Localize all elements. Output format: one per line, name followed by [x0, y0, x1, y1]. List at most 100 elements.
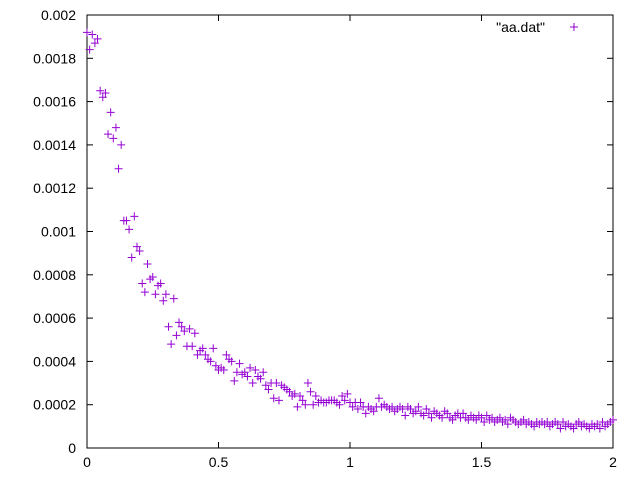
- data-point-86: [309, 400, 318, 409]
- data-point-16: [125, 225, 134, 234]
- y-tick-label-6: 0.0012: [33, 180, 76, 196]
- data-point-60: [240, 368, 249, 377]
- data-point-97: [338, 392, 347, 401]
- data-point-15: [122, 216, 131, 225]
- data-point-181: [559, 418, 568, 427]
- data-point-73: [274, 396, 283, 405]
- data-point-103: [353, 405, 362, 414]
- data-point-7: [101, 88, 110, 97]
- data-point-126: [414, 402, 423, 411]
- data-point-123: [406, 405, 415, 414]
- data-point-116: [388, 402, 397, 411]
- data-point-36: [177, 322, 186, 331]
- data-point-19: [132, 242, 141, 251]
- data-point-69: [264, 385, 273, 394]
- data-point-4: [93, 34, 102, 43]
- data-point-66: [256, 374, 265, 383]
- data-point-150: [477, 413, 486, 422]
- data-point-3: [90, 39, 99, 48]
- data-point-64: [251, 366, 260, 375]
- data-point-55: [227, 357, 236, 366]
- y-tick-label-7: 0.0014: [33, 137, 76, 153]
- data-point-23: [143, 259, 152, 268]
- data-point-84: [303, 379, 312, 388]
- data-point-18: [130, 212, 139, 221]
- data-point-157: [495, 413, 504, 422]
- data-point-187: [574, 418, 583, 427]
- data-point-82: [298, 396, 307, 405]
- data-point-44: [198, 344, 207, 353]
- data-point-57: [232, 368, 241, 377]
- data-point-56: [230, 376, 239, 385]
- data-point-37: [180, 327, 189, 336]
- data-point-32: [167, 340, 176, 349]
- data-point-151: [480, 418, 489, 427]
- data-point-166: [519, 415, 528, 424]
- data-point-62: [246, 363, 255, 372]
- data-point-154: [488, 413, 497, 422]
- data-point-200: [609, 415, 617, 424]
- y-tick-label-10: 0.002: [41, 7, 76, 23]
- data-point-48: [209, 344, 218, 353]
- y-tick-label-1: 0.0002: [33, 397, 76, 413]
- data-point-194: [593, 420, 602, 429]
- legend: "aa.dat": [496, 19, 578, 35]
- data-point-191: [585, 424, 594, 433]
- x-tick-label-1: 0.5: [209, 454, 229, 470]
- axis-tick-labels: 0 0.5 1 1.5 2 0 0.0002 0.0004 0.0006 0.0008 0.001 0…: [33, 7, 617, 470]
- data-point-67: [259, 368, 268, 377]
- y-tick-label-2: 0.0004: [33, 353, 76, 369]
- data-point-121: [401, 411, 410, 420]
- data-point-71: [269, 394, 278, 403]
- data-point-52: [219, 366, 228, 375]
- data-point-111: [374, 394, 383, 403]
- data-point-39: [185, 324, 194, 333]
- axis-ticks: [86, 14, 614, 449]
- data-point-72: [272, 379, 281, 388]
- data-point-129: [422, 405, 431, 414]
- data-point-83: [301, 400, 310, 409]
- data-point-104: [356, 398, 365, 407]
- x-tick-label-3: 1.5: [472, 454, 492, 470]
- data-point-87: [311, 392, 320, 401]
- data-point-96: [335, 400, 344, 409]
- data-point-26: [151, 290, 160, 299]
- y-tick-label-0: 0: [68, 440, 76, 456]
- data-point-41: [190, 329, 199, 338]
- data-point-196: [598, 418, 607, 427]
- data-point-42: [193, 350, 202, 359]
- data-point-34: [172, 331, 181, 340]
- data-point-130: [424, 409, 433, 418]
- data-points: [83, 28, 617, 433]
- data-point-47: [206, 357, 215, 366]
- data-point-128: [419, 411, 428, 420]
- data-point-21: [138, 279, 147, 288]
- data-point-80: [293, 402, 302, 411]
- data-point-109: [369, 407, 378, 416]
- legend-marker: [570, 23, 578, 31]
- data-point-8: [104, 130, 113, 139]
- data-point-99: [343, 389, 352, 398]
- data-point-135: [438, 413, 447, 422]
- data-point-25: [148, 272, 157, 281]
- data-point-31: [164, 322, 173, 331]
- data-point-125: [411, 407, 420, 416]
- data-point-53: [222, 350, 231, 359]
- data-point-81: [296, 392, 305, 401]
- data-point-5: [96, 86, 105, 95]
- data-point-77: [285, 387, 294, 396]
- data-point-0: [83, 28, 91, 37]
- x-tick-label-0: 0: [83, 454, 91, 470]
- y-tick-label-3: 0.0006: [33, 310, 76, 326]
- data-point-148: [472, 415, 481, 424]
- data-point-68: [261, 381, 270, 390]
- data-point-29: [159, 296, 168, 305]
- x-tick-label-4: 2: [609, 454, 617, 470]
- y-tick-label-5: 0.001: [41, 224, 76, 240]
- data-point-2: [88, 30, 97, 39]
- data-point-152: [482, 411, 491, 420]
- data-point-9: [106, 108, 115, 117]
- data-point-179: [553, 420, 562, 429]
- data-point-33: [169, 294, 178, 303]
- x-tick-label-2: 1: [346, 454, 354, 470]
